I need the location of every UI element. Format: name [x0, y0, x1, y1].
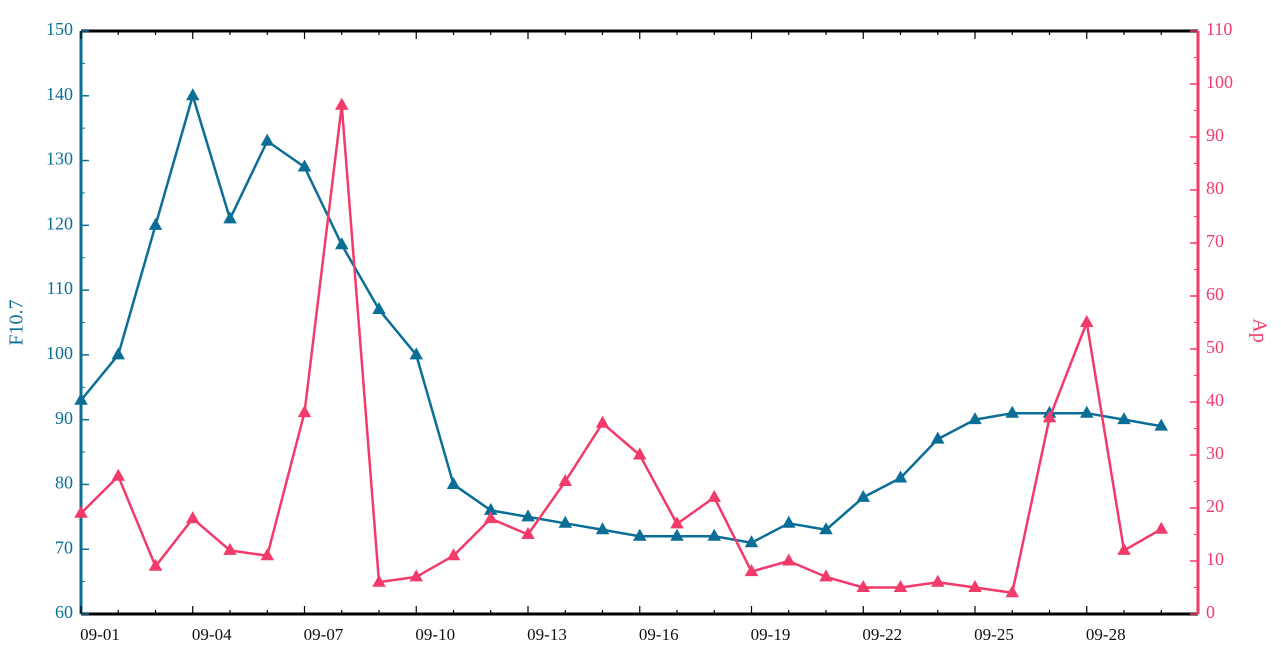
data-point-f10-7: [186, 88, 200, 101]
series-line-f10-7: [80, 94, 1162, 544]
data-point-f10-7: [1080, 405, 1094, 418]
x-tick-label: 09-19: [751, 625, 791, 644]
data-point-f10-7: [484, 502, 498, 515]
data-point-f10-7: [670, 528, 684, 541]
data-point-ap: [148, 558, 163, 571]
data-point-f10-7: [558, 515, 572, 528]
data-point-ap: [372, 574, 386, 587]
y-right-tick-label: 30: [1206, 443, 1224, 463]
data-point-f10-7: [1154, 418, 1168, 431]
data-point-ap: [186, 511, 200, 524]
y-right-tick-label: 80: [1206, 178, 1224, 198]
x-tick-label: 09-07: [304, 625, 344, 644]
data-point-f10-7: [297, 159, 312, 172]
axes-layer: 60 70 80 90 100 110 120 130 140 150 0 10 20 30 40 50 60 7…: [46, 19, 1233, 644]
data-point-ap: [1154, 521, 1168, 534]
data-point-f10-7: [335, 237, 349, 250]
y-left-tick-label: 90: [55, 408, 73, 428]
data-point-f10-7: [1005, 405, 1019, 418]
y-left-tick-label: 140: [46, 84, 73, 104]
data-point-f10-7: [1117, 412, 1131, 425]
data-point-f10-7: [968, 412, 982, 425]
data-point-f10-7: [148, 217, 163, 230]
data-point-ap: [633, 447, 647, 460]
data-point-ap: [260, 548, 274, 561]
data-point-ap: [558, 474, 572, 486]
data-point-f10-7: [372, 302, 386, 315]
data-point-ap: [521, 527, 535, 539]
y-left-tick-label: 70: [55, 537, 73, 557]
x-tick-label: 09-01: [80, 625, 120, 644]
data-point-ap: [335, 97, 349, 110]
y-left-tick-label: 120: [46, 213, 73, 233]
data-point-f10-7: [744, 535, 759, 548]
x-tick-label: 09-28: [1086, 625, 1126, 644]
data-point-ap: [931, 574, 945, 587]
data-point-ap: [1042, 410, 1057, 423]
y-right-tick-label: 10: [1206, 549, 1224, 569]
x-tick-label: 09-25: [974, 625, 1014, 644]
data-point-f10-7: [782, 515, 796, 528]
data-point-ap: [856, 580, 870, 592]
data-point-ap: [223, 542, 237, 555]
data-point-ap: [111, 468, 125, 481]
series-layer: [74, 88, 1168, 598]
data-point-ap: [1080, 315, 1094, 327]
x-tick-label: 09-04: [192, 625, 232, 644]
data-point-f10-7: [595, 522, 610, 535]
x-tick-label: 09-16: [639, 625, 679, 644]
y-axis-left-title: F10.7: [6, 299, 28, 345]
data-point-ap: [1005, 585, 1019, 598]
data-point-f10-7: [74, 392, 88, 405]
y-right-tick-label: 0: [1206, 602, 1215, 622]
x-tick-label: 09-10: [415, 625, 455, 644]
data-point-ap: [297, 405, 312, 418]
data-point-ap: [484, 511, 498, 524]
y-right-tick-label: 90: [1206, 125, 1224, 145]
y-right-tick-label: 20: [1206, 496, 1224, 516]
data-point-ap: [744, 564, 759, 577]
y-right-tick-label: 50: [1206, 337, 1224, 357]
x-tick-label: 09-22: [862, 625, 902, 644]
y-left-tick-label: 80: [55, 473, 73, 493]
data-point-f10-7: [223, 211, 237, 224]
y-left-tick-label: 60: [55, 602, 73, 622]
data-point-ap: [74, 505, 88, 518]
y-right-tick-label: 110: [1206, 19, 1232, 39]
y-right-tick-label: 40: [1206, 390, 1224, 410]
x-tick-label: 09-13: [527, 625, 567, 644]
data-point-ap: [409, 569, 423, 582]
data-point-f10-7: [819, 522, 833, 535]
data-point-f10-7: [856, 489, 870, 502]
data-point-ap: [819, 569, 833, 582]
data-point-f10-7: [409, 347, 423, 360]
data-point-ap: [782, 553, 796, 566]
y-left-tick-label: 150: [46, 19, 73, 39]
y-right-tick-label: 70: [1206, 231, 1224, 251]
data-point-ap: [595, 415, 610, 428]
data-point-f10-7: [931, 431, 945, 444]
data-point-ap: [1117, 542, 1131, 555]
data-point-ap: [893, 580, 908, 592]
data-point-f10-7: [633, 528, 647, 541]
data-point-ap: [968, 580, 982, 592]
data-point-f10-7: [111, 347, 125, 360]
data-point-ap: [446, 548, 461, 561]
data-point-f10-7: [893, 470, 908, 483]
series-line-ap: [80, 103, 1162, 595]
y-left-tick-label: 130: [46, 149, 73, 169]
y-axis-right-title: Ap: [1248, 318, 1270, 342]
y-left-tick-label: 100: [46, 343, 73, 363]
data-point-f10-7: [521, 509, 535, 522]
y-left-tick-label: 110: [47, 278, 73, 298]
y-right-tick-label: 100: [1206, 72, 1233, 92]
data-point-f10-7: [446, 476, 461, 489]
data-point-ap: [707, 489, 721, 502]
data-point-f10-7: [260, 133, 274, 146]
data-point-ap: [670, 516, 684, 529]
y-right-tick-label: 60: [1206, 284, 1224, 304]
data-point-f10-7: [707, 528, 721, 541]
